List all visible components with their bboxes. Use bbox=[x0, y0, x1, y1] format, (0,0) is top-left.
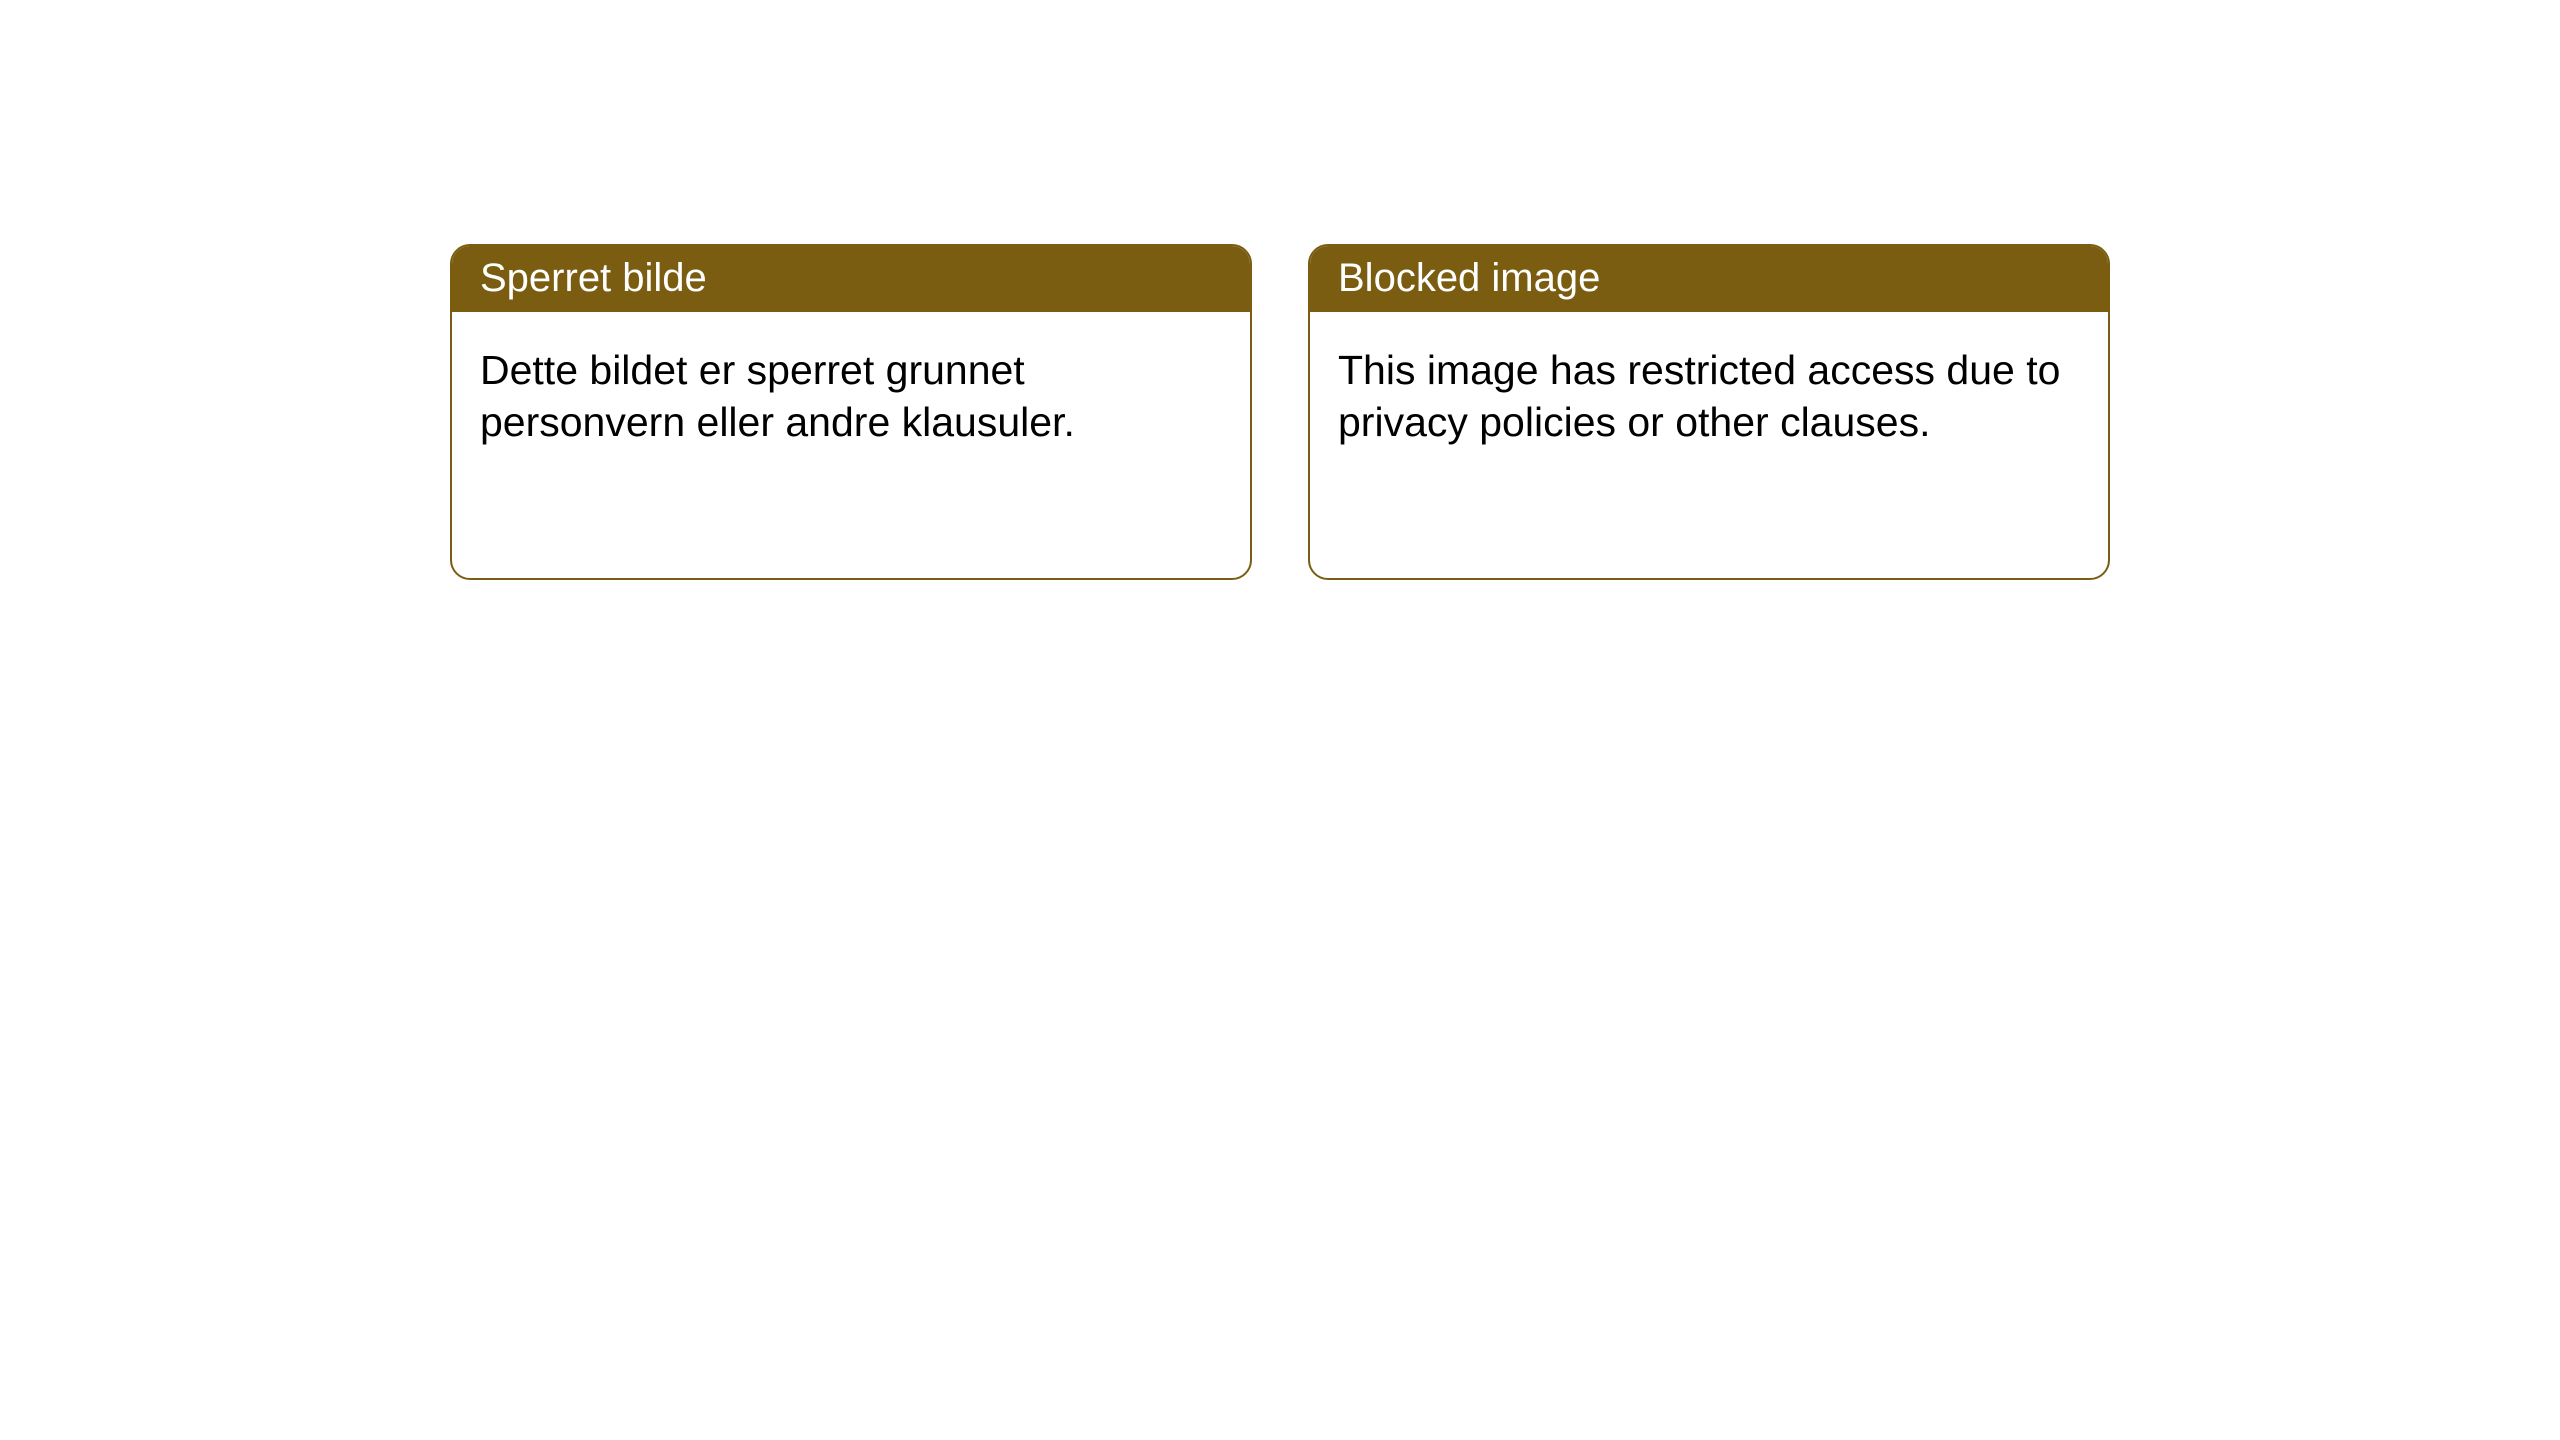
card-body-text: Dette bildet er sperret grunnet personve… bbox=[480, 347, 1075, 445]
card-body-text: This image has restricted access due to … bbox=[1338, 347, 2060, 445]
notice-cards-container: Sperret bilde Dette bildet er sperret gr… bbox=[0, 0, 2560, 580]
card-header: Sperret bilde bbox=[452, 246, 1250, 312]
card-header: Blocked image bbox=[1310, 246, 2108, 312]
notice-card-norwegian: Sperret bilde Dette bildet er sperret gr… bbox=[450, 244, 1252, 580]
card-title: Sperret bilde bbox=[480, 256, 707, 300]
notice-card-english: Blocked image This image has restricted … bbox=[1308, 244, 2110, 580]
card-body: This image has restricted access due to … bbox=[1310, 312, 2108, 481]
card-title: Blocked image bbox=[1338, 256, 1600, 300]
card-body: Dette bildet er sperret grunnet personve… bbox=[452, 312, 1250, 481]
